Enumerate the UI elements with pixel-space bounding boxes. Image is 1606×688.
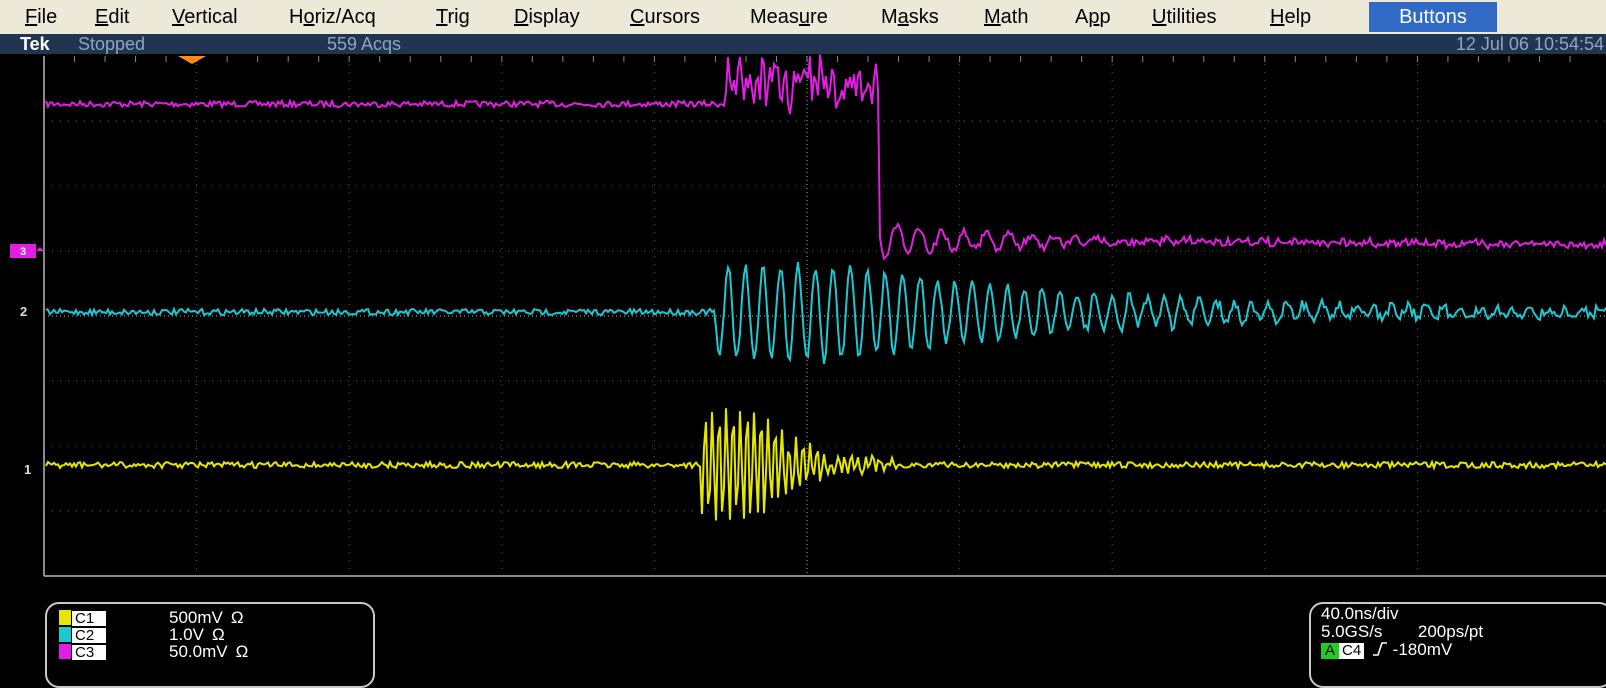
- ch2-ground-marker: 2: [20, 304, 28, 319]
- rising-edge-icon: [1372, 642, 1387, 656]
- trigger-channel-badge: C4: [1339, 643, 1365, 659]
- record-resolution: 200ps/pt: [1417, 622, 1484, 641]
- channel-readout[interactable]: C1 500mV Ω C2 1.0V Ω C3 50.0mV Ω: [45, 602, 375, 688]
- trigger-type-badge: A: [1321, 643, 1340, 659]
- channel-scale-value: 1.0V: [169, 625, 204, 644]
- acquisition-count: 559 Acqs: [327, 34, 402, 54]
- ch2-waveform: [45, 261, 1606, 364]
- waveform-display[interactable]: 3 2 1: [0, 54, 1606, 594]
- channel-color-swatch: [59, 644, 71, 659]
- buttons-menu[interactable]: Buttons: [1369, 2, 1497, 32]
- menu-utilities[interactable]: Utilities: [1152, 6, 1217, 28]
- menu-trig[interactable]: Trig: [436, 6, 470, 28]
- sample-rate-row: 5.0GS/s 200ps/pt: [1321, 622, 1483, 642]
- ch3-offset-marker: [10, 244, 36, 258]
- menu-masks[interactable]: Masks: [881, 6, 939, 28]
- timebase-readout[interactable]: 40.0ns/div 5.0GS/s 200ps/pt A C4 -180mV: [1309, 602, 1606, 688]
- channel-color-swatch: [59, 610, 71, 625]
- menu-file[interactable]: File: [25, 6, 58, 28]
- channel-scale-value: 50.0mV: [169, 642, 228, 661]
- ch1-ground-marker: 1: [24, 462, 32, 477]
- graticule: 3: [10, 54, 1606, 577]
- menu-math[interactable]: Math: [984, 6, 1029, 28]
- menu-cursors[interactable]: Cursors: [630, 6, 701, 28]
- acquisition-state: Stopped: [78, 34, 146, 54]
- date-time: 12 Jul 06 10:54:54: [1455, 34, 1604, 54]
- menu-vertical[interactable]: Vertical: [172, 6, 238, 28]
- menu-measure[interactable]: Measure: [750, 6, 828, 28]
- channel-tag: C2: [72, 628, 106, 643]
- menu-help[interactable]: Help: [1270, 6, 1312, 28]
- trigger-level: -180mV: [1392, 640, 1453, 659]
- channel-row-c1[interactable]: C1 500mV Ω: [59, 608, 244, 627]
- channel-color-swatch: [59, 627, 71, 642]
- ch1-waveform: [45, 408, 1606, 521]
- status-bar: Tek Stopped 559 Acqs 12 Jul 06 10:54:54: [0, 34, 1606, 54]
- trigger-position-marker: [178, 56, 206, 64]
- channel-scale: 50.0mV Ω: [169, 642, 248, 662]
- channel-termination: Ω: [235, 642, 249, 661]
- channel-row-c3[interactable]: C3 50.0mV Ω: [59, 642, 248, 661]
- menu-horiz-acq[interactable]: Horiz/Acq: [289, 6, 376, 28]
- sample-rate: 5.0GS/s: [1321, 622, 1383, 641]
- channel-scale: 500mV Ω: [169, 608, 244, 628]
- ch3-waveform: [45, 54, 1606, 261]
- channel-row-c2[interactable]: C2 1.0V Ω: [59, 625, 225, 644]
- ch3-offset-label: 3: [20, 246, 26, 258]
- menu-app[interactable]: App: [1075, 6, 1111, 28]
- menu-display[interactable]: Display: [514, 6, 580, 28]
- channel-tag: C1: [72, 611, 106, 626]
- channel-termination: Ω: [230, 608, 244, 627]
- brand-label: Tek: [20, 34, 50, 54]
- menu-bar: File Edit Vertical Horiz/Acq Trig Display Curs…: [0, 0, 1606, 35]
- trigger-row: A C4 -180mV: [1321, 640, 1452, 660]
- menu-edit[interactable]: Edit: [95, 6, 130, 28]
- channel-termination: Ω: [211, 625, 225, 644]
- channel-tag: C3: [72, 645, 106, 660]
- channel-scale: 1.0V Ω: [169, 625, 225, 645]
- time-per-div: 40.0ns/div: [1321, 604, 1399, 623]
- ch3-offset-arrow: [36, 247, 44, 251]
- channel-scale-value: 500mV: [169, 608, 223, 627]
